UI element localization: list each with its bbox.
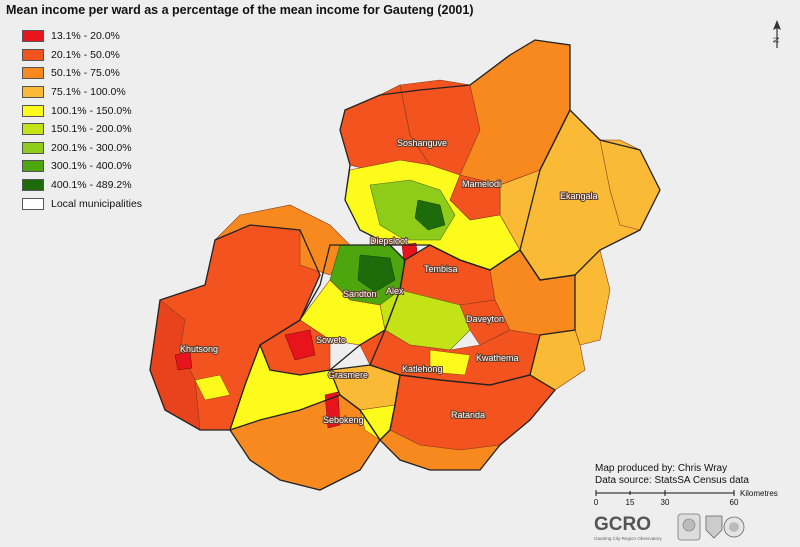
legend-item: 150.1% - 200.0% <box>22 120 142 139</box>
svg-text:N: N <box>772 37 781 43</box>
svg-text:GCRO: GCRO <box>594 514 651 535</box>
label-kwathema: Kwathema <box>476 353 519 363</box>
legend-label: 75.1% - 100.0% <box>51 86 126 99</box>
label-alex: Alex <box>386 286 404 296</box>
region-west-yellow <box>194 374 231 401</box>
legend-swatch <box>22 123 44 136</box>
legend-swatch <box>22 86 44 99</box>
label-tembisa: Tembisa <box>424 264 458 274</box>
boundary-ekurhuleni <box>369 244 576 386</box>
legend-item: 50.1% - 75.0% <box>22 64 142 83</box>
label-soweto: Soweto <box>316 335 346 345</box>
label-grasmere: Grasmere <box>328 370 368 380</box>
region-sandton-dark <box>357 254 396 293</box>
legend-label: 400.1% - 489.2% <box>51 179 132 192</box>
region-sebokeng-red <box>324 391 341 429</box>
map-credits: Map produced by: Chris Wray Data source:… <box>595 463 749 487</box>
legend-swatch <box>22 30 44 43</box>
north-arrow-icon: N <box>772 20 781 48</box>
legend-swatch <box>22 67 44 80</box>
place-labels: Soshanguve Mamelodi Ekangala Diepsloot T… <box>179 137 599 426</box>
region-joburg-central <box>299 279 386 346</box>
scale-tick-0: 0 <box>594 498 599 507</box>
label-daveyton: Daveyton <box>466 314 504 324</box>
legend-swatch <box>22 197 44 210</box>
legend-item: 75.1% - 100.0% <box>22 83 142 102</box>
legend-label: 13.1% - 20.0% <box>51 30 120 43</box>
label-ekangala: Ekangala <box>560 191 598 201</box>
legend-item: 20.1% - 50.0% <box>22 46 142 65</box>
university-seal-icon <box>723 516 745 538</box>
legend-label: 200.1% - 300.0% <box>51 141 132 154</box>
legend-swatch <box>22 179 44 192</box>
boundary-lesedi <box>379 374 556 471</box>
label-sandton: Sandton <box>343 289 377 299</box>
university-crest-icon <box>705 515 723 539</box>
region-katlehong-yellow <box>429 349 471 376</box>
map-title: Mean income per ward as a percentage of … <box>6 3 474 17</box>
legend-item: 300.1% - 400.0% <box>22 157 142 176</box>
legend-swatch <box>22 160 44 173</box>
legend-item: 200.1% - 300.0% <box>22 139 142 158</box>
legend-swatch <box>22 141 44 154</box>
municipal-boundaries <box>149 39 661 491</box>
region-soweto-red <box>284 329 316 361</box>
legend-label: 20.1% - 50.0% <box>51 48 120 61</box>
label-diepsloot: Diepsloot <box>370 236 408 246</box>
scale-bar: 0 15 30 60 Kilometres <box>594 489 778 507</box>
legend-label: 50.1% - 75.0% <box>51 67 120 80</box>
logo-strip: GCRO Gauteng City-Region Observatory <box>594 513 745 541</box>
label-sebokeng: Sebokeng <box>323 415 364 425</box>
legend-item: Local municipalities <box>22 194 142 213</box>
label-mamelodi: Mamelodi <box>462 179 501 189</box>
svg-text:Gauteng City-Region Observator: Gauteng City-Region Observatory <box>594 536 663 541</box>
label-khutsong: Khutsong <box>180 344 218 354</box>
legend-label: 300.1% - 400.0% <box>51 160 132 173</box>
ward-regions <box>149 39 661 491</box>
scale-tick-60: 60 <box>730 498 739 507</box>
label-ratanda: Ratanda <box>451 410 485 420</box>
legend-item: 400.1% - 489.2% <box>22 176 142 195</box>
government-crest-icon <box>677 513 701 541</box>
region-khutsong <box>174 351 193 371</box>
boundary-westrand <box>149 224 321 431</box>
legend-swatch <box>22 48 44 61</box>
label-soshanguve: Soshanguve <box>397 138 447 148</box>
label-katlehong: Katlehong <box>402 364 443 374</box>
legend: 13.1% - 20.0% 20.1% - 50.0% 50.1% - 75.0% 7… <box>22 27 142 213</box>
region-tshwane-darkgreen <box>414 199 446 231</box>
scale-tick-30: 30 <box>661 498 670 507</box>
legend-item: 100.1% - 150.0% <box>22 101 142 120</box>
gcro-logo: GCRO Gauteng City-Region Observatory <box>594 514 663 541</box>
scale-unit: Kilometres <box>740 489 778 498</box>
legend-label: Local municipalities <box>51 197 143 210</box>
legend-label: 100.1% - 150.0% <box>51 104 132 117</box>
legend-swatch <box>22 104 44 117</box>
scale-tick-15: 15 <box>626 498 635 507</box>
legend-item: 13.1% - 20.0% <box>22 27 142 46</box>
credit-produced-by: Map produced by: Chris Wray <box>595 463 728 474</box>
credit-data-source: Data source: StatsSA Census data <box>595 475 749 486</box>
legend-label: 150.1% - 200.0% <box>51 123 132 136</box>
